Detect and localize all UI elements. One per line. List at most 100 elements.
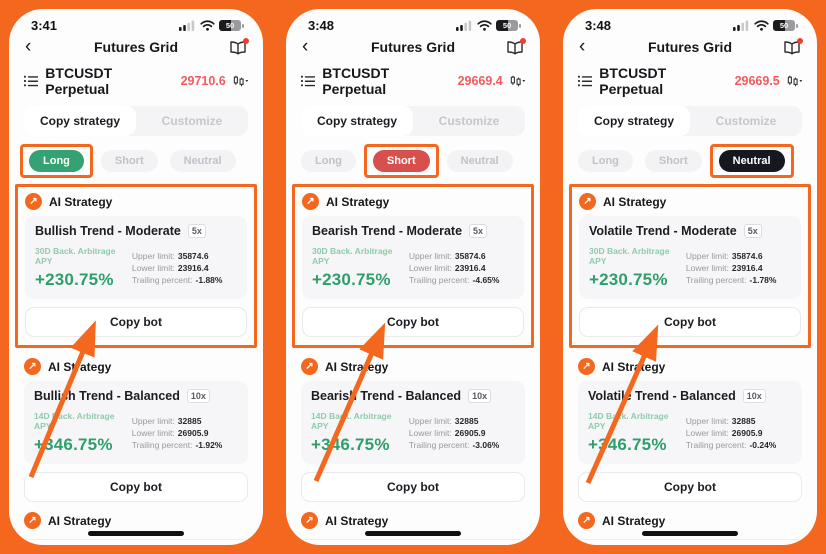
strategy-card[interactable]: Volatile Trend - Moderate 5x 30D Back. A… xyxy=(579,216,801,299)
strategy-stats: 30D Back. Arbitrage APY +230.75% Upper l… xyxy=(312,246,514,290)
ai-strategy-label: AI Strategy xyxy=(326,194,390,209)
symbol-row: BTCUSDT Perpetual 29669.5 xyxy=(563,59,817,99)
wifi-icon xyxy=(754,20,769,31)
strategy-card[interactable]: Volatile Trend - Balanced 10x 14D Back. … xyxy=(578,381,802,464)
tab-copy-strategy[interactable]: Copy strategy xyxy=(24,106,136,136)
ai-strategy-icon: ↗ xyxy=(302,193,319,210)
back-icon[interactable]: ‹ xyxy=(25,36,32,57)
ai-strategy-label: AI Strategy xyxy=(48,513,112,528)
phone-screen-2: 3:48 50 ‹ Futures Grid BTCUSDT Perpetual… xyxy=(286,9,540,545)
copy-bot-button[interactable]: Copy bot xyxy=(25,307,247,337)
lower-limit-row: Lower limit: 23916.4 xyxy=(686,263,791,273)
tab-customize[interactable]: Customize xyxy=(438,114,500,128)
strategy-card[interactable]: Bearish Trend - Moderate 5x 30D Back. Ar… xyxy=(302,216,524,299)
leverage-badge: 5x xyxy=(469,224,488,238)
strategy-card[interactable]: Bullish Trend - Moderate 5x 30D Back. Ar… xyxy=(25,216,247,299)
lower-limit-value: 26905.9 xyxy=(731,428,763,438)
strategy-tabs: Copy strategy Customize xyxy=(24,106,248,136)
trailing-row: Trailing percent: -1.92% xyxy=(132,440,238,450)
apy-column: 30D Back. Arbitrage APY +230.75% xyxy=(312,246,403,290)
notification-dot xyxy=(243,37,249,44)
copy-bot-button[interactable]: Copy bot xyxy=(302,307,524,337)
trailing-label: Trailing percent: xyxy=(685,440,747,450)
pill-long[interactable]: Long xyxy=(301,150,356,172)
wifi-icon xyxy=(200,20,215,31)
ai-strategy-icon: ↗ xyxy=(24,512,41,529)
pill-short[interactable]: Short xyxy=(372,150,430,172)
pill-short[interactable]: Short xyxy=(100,150,158,172)
strategy-title: Volatile Trend - Balanced xyxy=(588,389,736,403)
status-bar: 3:48 50 xyxy=(563,9,817,33)
ai-strategy-header: ↗ AI Strategy xyxy=(579,187,801,216)
pair-list-icon[interactable] xyxy=(24,75,39,87)
home-indicator xyxy=(365,531,461,536)
pair-list-icon[interactable] xyxy=(301,75,316,87)
candle-chart-icon[interactable] xyxy=(233,75,248,87)
tab-copy-strategy[interactable]: Copy strategy xyxy=(301,106,413,136)
divider xyxy=(301,539,525,540)
copy-bot-button[interactable]: Copy bot xyxy=(579,307,801,337)
battery-icon: 50 xyxy=(773,20,798,31)
phone-screen-3: 3:48 50 ‹ Futures Grid BTCUSDT Perpetual… xyxy=(563,9,817,545)
trailing-row: Trailing percent: -0.24% xyxy=(686,440,792,450)
tab-customize[interactable]: Customize xyxy=(715,114,777,128)
trailing-label: Trailing percent: xyxy=(131,440,193,450)
strategy-card[interactable]: Bullish Trend - Balanced 10x 14D Back. A… xyxy=(24,381,248,464)
ai-strategy-icon: ↗ xyxy=(24,358,41,375)
pill-neutral[interactable]: Neutral xyxy=(169,150,236,172)
guide-book-icon[interactable] xyxy=(777,37,803,55)
pill-short[interactable]: Short xyxy=(644,150,702,172)
lower-limit-value: 23916.4 xyxy=(731,263,763,273)
back-icon[interactable]: ‹ xyxy=(579,36,586,57)
upper-limit-label: Upper limit: xyxy=(685,251,729,261)
limits-column: Upper limit: 32885 Lower limit: 26905.9 Tr… xyxy=(686,411,792,455)
guide-book-icon[interactable] xyxy=(500,37,526,55)
copy-bot-button[interactable]: Copy bot xyxy=(301,472,525,502)
back-icon[interactable]: ‹ xyxy=(302,36,309,57)
pill-neutral[interactable]: Neutral xyxy=(446,150,513,172)
status-time: 3:48 xyxy=(308,18,335,33)
tab-copy-strategy[interactable]: Copy strategy xyxy=(578,106,690,136)
apy-label: 14D Back. Arbitrage APY xyxy=(311,411,392,431)
strategy-card[interactable]: Bearish Trend - Balanced 10x 14D Back. A… xyxy=(301,381,525,464)
leverage-badge: 10x xyxy=(742,389,766,403)
pill-neutral[interactable]: Neutral xyxy=(718,150,785,172)
symbol-price: 29669.5 xyxy=(734,74,780,88)
ai-strategy-header: ↗ AI Strategy xyxy=(25,187,247,216)
status-bar: 3:48 50 xyxy=(286,9,540,33)
ai-strategy-label: AI Strategy xyxy=(325,513,389,528)
pill-long[interactable]: Long xyxy=(29,150,84,172)
leverage-badge: 5x xyxy=(187,224,206,238)
ai-strategy-label: AI Strategy xyxy=(602,513,666,528)
copy-bot-button[interactable]: Copy bot xyxy=(24,472,248,502)
candle-chart-icon[interactable] xyxy=(510,75,525,87)
upper-limit-value: 32885 xyxy=(731,416,756,426)
strategy-tabs: Copy strategy Customize xyxy=(301,106,525,136)
pill-long[interactable]: Long xyxy=(578,150,633,172)
ai-strategy-label: AI Strategy xyxy=(603,194,667,209)
upper-limit-row: Upper limit: 32885 xyxy=(132,416,238,426)
limits-column: Upper limit: 32885 Lower limit: 26905.9 Tr… xyxy=(409,411,515,455)
symbol-row: BTCUSDT Perpetual 29669.4 xyxy=(286,59,540,99)
guide-book-icon[interactable] xyxy=(223,37,249,55)
candle-chart-icon[interactable] xyxy=(787,75,802,87)
divider xyxy=(24,539,248,540)
nav-bar: ‹ Futures Grid xyxy=(563,33,817,59)
apy-value: +230.75% xyxy=(312,270,391,289)
battery-percent: 50 xyxy=(225,21,235,30)
strategy-title: Bullish Trend - Balanced xyxy=(34,389,180,403)
strategy-section: ↗ AI Strategy Bearish Trend - Balanced 1… xyxy=(301,352,525,502)
annotation-box-long: Long xyxy=(20,144,93,178)
apy-value: +346.75% xyxy=(588,435,667,454)
ai-strategy-icon: ↗ xyxy=(578,358,595,375)
tab-customize[interactable]: Customize xyxy=(161,114,223,128)
strategy-title: Bullish Trend - Moderate xyxy=(35,224,181,238)
annotation-box-strategy-card: ↗ AI Strategy Bullish Trend - Moderate 5… xyxy=(15,184,257,348)
notification-dot xyxy=(520,37,526,44)
wifi-icon xyxy=(477,20,492,31)
status-time: 3:48 xyxy=(585,18,612,33)
pair-list-icon[interactable] xyxy=(578,75,593,87)
apy-column: 30D Back. Arbitrage APY +230.75% xyxy=(35,246,126,290)
copy-bot-button[interactable]: Copy bot xyxy=(578,472,802,502)
